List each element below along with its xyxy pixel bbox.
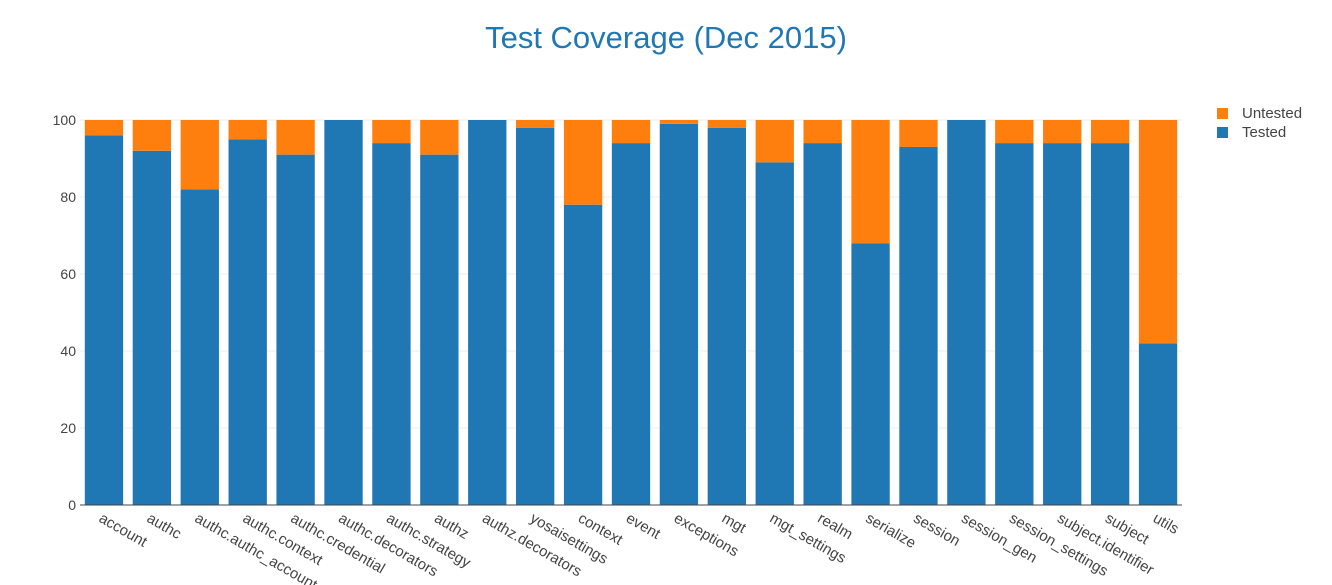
legend-label[interactable]: Untested (1242, 105, 1302, 122)
bar-untested[interactable] (420, 120, 459, 155)
bar-tested[interactable] (1138, 343, 1178, 505)
bar-untested[interactable] (132, 120, 172, 151)
y-tick-label: 100 (53, 112, 77, 128)
bar-tested[interactable] (803, 143, 842, 505)
bar-untested[interactable] (611, 120, 651, 144)
bar-untested[interactable] (659, 120, 699, 124)
y-tick-label: 80 (60, 189, 76, 205)
legend-label[interactable]: Tested (1242, 124, 1286, 141)
bar-untested[interactable] (803, 120, 842, 144)
y-tick-label: 20 (60, 420, 76, 436)
bar-tested[interactable] (1043, 143, 1082, 505)
bar-untested[interactable] (1043, 120, 1082, 144)
bar-tested[interactable] (851, 243, 890, 505)
bar-untested[interactable] (755, 120, 794, 163)
bar-tested[interactable] (755, 162, 794, 505)
bar-tested[interactable] (420, 154, 459, 505)
x-tick-label: session (910, 510, 963, 550)
bar-untested[interactable] (899, 120, 938, 147)
y-tick-label: 40 (60, 343, 76, 359)
bar-tested[interactable] (1090, 143, 1130, 505)
legend-swatch[interactable] (1217, 127, 1228, 138)
bar-untested[interactable] (707, 120, 746, 128)
bar-untested[interactable] (276, 120, 315, 155)
bar-untested[interactable] (851, 120, 890, 244)
bar-untested[interactable] (180, 120, 219, 190)
x-tick-label: serialize (863, 510, 919, 552)
bar-tested[interactable] (995, 143, 1034, 505)
x-tick-label: utils (1150, 510, 1182, 538)
bar-tested[interactable] (899, 146, 938, 505)
bar-untested[interactable] (372, 120, 411, 144)
bar-tested[interactable] (276, 154, 315, 505)
bar-tested[interactable] (611, 143, 651, 505)
bar-untested[interactable] (228, 120, 267, 140)
bar-tested[interactable] (516, 127, 555, 505)
legend[interactable]: Untested Tested (1217, 105, 1302, 141)
bar-tested[interactable] (372, 143, 411, 505)
bar-tested[interactable] (324, 120, 363, 505)
bar-untested[interactable] (84, 120, 124, 136)
bar-tested[interactable] (180, 189, 219, 506)
bar-untested[interactable] (516, 120, 555, 128)
x-tick-label: event (623, 510, 664, 543)
y-tick-label: 0 (68, 497, 76, 513)
bar-tested[interactable] (132, 150, 172, 506)
bar-tested[interactable] (707, 127, 746, 505)
bars (84, 120, 1178, 506)
x-tick-label: account (96, 510, 151, 551)
x-tick-label: mgt (719, 510, 750, 538)
bar-tested[interactable] (84, 135, 124, 505)
bar-tested[interactable] (659, 123, 699, 505)
chart-title: Test Coverage (Dec 2015) (485, 20, 847, 55)
bar-tested[interactable] (468, 120, 507, 505)
y-tick-label: 60 (60, 266, 76, 282)
legend-swatch[interactable] (1217, 108, 1228, 119)
bar-untested[interactable] (995, 120, 1034, 144)
bar-untested[interactable] (1138, 120, 1178, 344)
bar-tested[interactable] (228, 139, 267, 505)
x-tick-label: authc (144, 510, 185, 543)
bar-untested[interactable] (563, 120, 603, 205)
bar-tested[interactable] (947, 120, 986, 505)
bar-tested[interactable] (563, 204, 603, 505)
bar-untested[interactable] (1090, 120, 1130, 144)
